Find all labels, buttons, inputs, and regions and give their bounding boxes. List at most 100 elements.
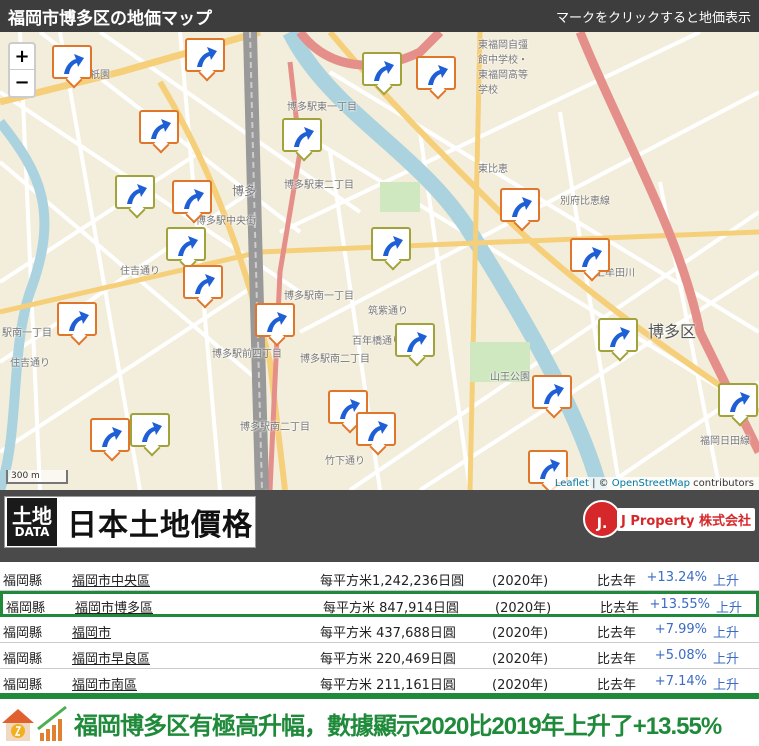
land-price-marker[interactable]	[130, 413, 170, 447]
change-percent: +7.99%	[654, 622, 707, 637]
map-attribution: Leaflet | © OpenStreetMap contributors	[549, 477, 759, 490]
banner: 土地 DATA 日本土地價格 J. J Property 株式会社	[0, 490, 759, 562]
up-arrow-icon	[195, 274, 215, 294]
logo-mark-top: 土地	[12, 504, 52, 528]
map-label: 博多駅東一丁目	[287, 102, 357, 113]
city-link[interactable]: 福岡市南區	[72, 678, 138, 693]
city-link[interactable]: 福岡市博多區	[75, 601, 154, 616]
table-row: 福岡縣 福岡市中央區 每平方米1,242,236日圓 (2020年) 比去年 +13.24…	[0, 565, 759, 591]
change-percent: +7.14%	[654, 674, 707, 689]
land-price-marker[interactable]	[52, 45, 92, 79]
land-price-marker[interactable]	[90, 418, 130, 452]
land-price-marker[interactable]	[395, 323, 435, 357]
up-arrow-icon	[102, 427, 122, 447]
land-price-marker[interactable]	[598, 318, 638, 352]
table-row: 福岡縣 福岡市 每平方米 437,688日圓 (2020年) 比去年 +7.99% 上升	[0, 617, 759, 643]
land-price-marker[interactable]	[416, 56, 456, 90]
compare-label: 比去年	[597, 652, 637, 667]
city-link[interactable]: 福岡市	[72, 626, 112, 641]
divider	[0, 693, 759, 699]
up-arrow-icon	[544, 384, 564, 404]
map-label: 竹下通り	[325, 456, 365, 467]
compare-label: 比去年	[597, 626, 637, 641]
map-hint: マークをクリックすると地価表示	[555, 10, 751, 26]
up-arrow-icon	[383, 236, 403, 256]
company-name: J Property 株式会社	[617, 507, 755, 531]
map-label: 百年橋通り	[352, 336, 402, 347]
up-arrow-icon	[512, 197, 532, 217]
map-tiles	[0, 32, 759, 490]
logo-mark: 土地 DATA	[7, 498, 57, 546]
land-price-marker[interactable]	[255, 303, 295, 337]
compare-label: 比去年	[597, 574, 637, 589]
city-link[interactable]: 福岡市早良區	[72, 652, 151, 667]
land-price-marker[interactable]	[183, 265, 223, 299]
up-arrow-icon	[127, 184, 147, 204]
year-cell: (2020年)	[492, 626, 549, 641]
year-cell: (2020年)	[495, 601, 552, 616]
land-price-marker[interactable]	[282, 118, 322, 152]
map-label: 博多駅中央街	[196, 216, 256, 227]
map-label: 博多駅南二丁目	[240, 422, 310, 433]
map-label: 山王公園	[490, 372, 530, 383]
land-price-map[interactable]: 祇園 博多駅東一丁目 博多駅東二丁目 博多 博多駅中央街 住吉通り 博多駅南一丁…	[0, 32, 759, 490]
land-price-marker[interactable]	[172, 180, 212, 214]
land-price-marker[interactable]	[371, 227, 411, 261]
title-bar: 福岡市博多区の地価マップ マークをクリックすると地価表示	[0, 0, 759, 32]
map-label: 福岡日田線	[700, 436, 750, 447]
site-logo: 土地 DATA 日本土地價格	[4, 496, 256, 548]
prefecture-cell: 福岡縣	[6, 601, 46, 616]
land-price-marker[interactable]	[356, 412, 396, 446]
map-label: 駅南一丁目	[2, 328, 52, 339]
map-label: 東比恵	[478, 164, 508, 175]
year-cell: (2020年)	[492, 678, 549, 693]
compare-label: 比去年	[600, 601, 640, 616]
land-price-marker[interactable]	[528, 450, 568, 484]
up-arrow-icon	[610, 327, 630, 347]
up-arrow-icon	[368, 421, 388, 441]
compare-label: 比去年	[597, 678, 637, 693]
zoom-in-button[interactable]: +	[10, 44, 34, 70]
land-price-marker[interactable]	[57, 302, 97, 336]
land-price-marker[interactable]	[570, 238, 610, 272]
trend-label: 上升	[716, 601, 743, 616]
house-logo-icon: J.	[583, 500, 622, 538]
table-row: 福岡縣 福岡市南區 每平方米 211,161日圓 (2020年) 比去年 +7.14% 上升	[0, 669, 759, 695]
up-arrow-icon	[142, 422, 162, 442]
zoom-control: + −	[8, 42, 36, 98]
footer-caption: 福岡博多区有極高升幅，數據顯示2020比2019年上升了+13.55%	[0, 700, 759, 746]
change-percent: +13.24%	[646, 570, 707, 585]
land-price-marker[interactable]	[166, 227, 206, 261]
up-arrow-icon	[374, 61, 394, 81]
up-arrow-icon	[184, 189, 204, 209]
trend-label: 上升	[713, 574, 740, 589]
map-label: 博多区	[648, 322, 697, 341]
price-table: 福岡縣 福岡市中央區 每平方米1,242,236日圓 (2020年) 比去年 +13.24…	[0, 565, 759, 695]
price-cell: 每平方米 220,469日圓	[320, 652, 456, 667]
company-logo: J. J Property 株式会社	[583, 500, 755, 538]
prefecture-cell: 福岡縣	[3, 652, 43, 667]
footer-message: 福岡博多区有極高升幅，數據顯示2020比2019年上升了+13.55%	[74, 712, 722, 740]
land-price-marker[interactable]	[185, 38, 225, 72]
land-price-marker[interactable]	[532, 375, 572, 409]
up-arrow-icon	[197, 47, 217, 67]
prefecture-cell: 福岡縣	[3, 574, 43, 589]
table-row: 福岡縣 福岡市博多區 每平方米 847,914日圓 (2020年) 比去年 +13.55%…	[0, 591, 759, 617]
land-price-marker[interactable]	[500, 188, 540, 222]
change-percent: +13.55%	[649, 597, 710, 612]
land-price-marker[interactable]	[362, 52, 402, 86]
map-label: 住吉通り	[10, 358, 50, 369]
up-arrow-icon	[730, 392, 750, 412]
city-link[interactable]: 福岡市中央區	[72, 574, 151, 589]
up-arrow-icon	[267, 312, 287, 332]
table-row: 福岡縣 福岡市早良區 每平方米 220,469日圓 (2020年) 比去年 +5.08% 上…	[0, 643, 759, 669]
map-label: 博多	[232, 184, 257, 198]
land-price-marker[interactable]	[115, 175, 155, 209]
land-price-marker[interactable]	[718, 383, 758, 417]
up-arrow-icon	[64, 54, 84, 74]
leaflet-link[interactable]: Leaflet	[554, 478, 589, 489]
land-price-marker[interactable]	[139, 110, 179, 144]
osm-link[interactable]: OpenStreetMap	[611, 478, 690, 489]
zoom-out-button[interactable]: −	[14, 72, 30, 93]
attribution-separator: | ©	[588, 478, 612, 489]
